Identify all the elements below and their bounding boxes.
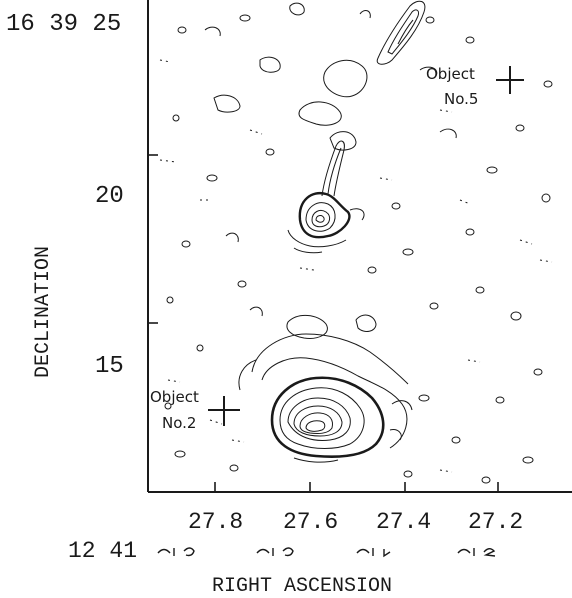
ra-tick-label-27.6: 27.6 (283, 509, 338, 535)
object-5-marker: Object No.5 (426, 65, 524, 108)
ra-tick-label-27.8: 27.8 (188, 509, 243, 535)
object-2-label-line2: No.2 (162, 414, 196, 432)
dec-tick-label-15: 15 (95, 353, 124, 380)
lower-bright-source-contours (238, 314, 413, 463)
object-2-cross-icon (208, 396, 240, 426)
object-5-label-line1: Object (426, 65, 475, 83)
ghost-tick-labels (157, 547, 496, 558)
ra-tick-label-27.2: 27.2 (468, 509, 523, 535)
upper-filament-contours (204, 0, 426, 151)
y-axis-title: DECLINATION (32, 246, 55, 378)
contour-map (159, 0, 553, 484)
object-2-label-line1: Object (150, 388, 199, 406)
ra-prefix-label: 12 41 (68, 538, 137, 564)
x-axis-title: RIGHT ASCENSION (212, 575, 392, 598)
dec-tick-label-20: 20 (95, 183, 124, 210)
tick-marks (148, 154, 499, 492)
noise-contours (164, 14, 553, 484)
plot-frame (147, 0, 572, 493)
object-5-cross-icon (496, 66, 524, 94)
middle-source-contours (287, 140, 365, 254)
ra-tick-label-27.4: 27.4 (376, 509, 431, 535)
object-5-label-line2: No.5 (444, 90, 478, 108)
dec-prefix-label: 16 39 25 (6, 11, 121, 38)
object-2-marker: Object No.2 (150, 388, 240, 432)
dashed-noise-contours (159, 59, 553, 473)
